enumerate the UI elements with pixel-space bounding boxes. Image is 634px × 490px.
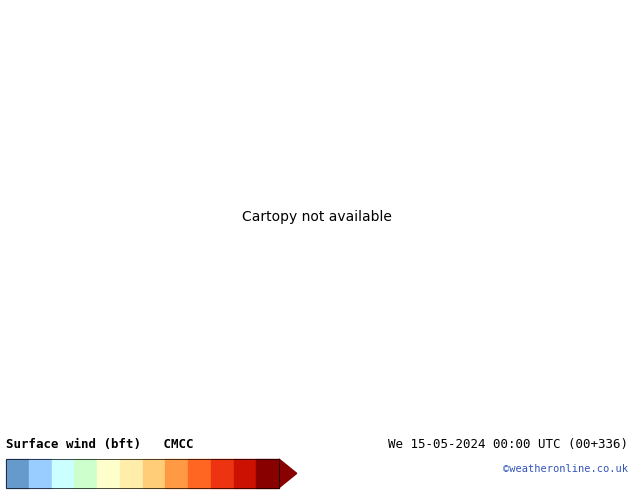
Text: ©weatheronline.co.uk: ©weatheronline.co.uk (503, 464, 628, 474)
Bar (143, 459, 165, 488)
Bar (6, 459, 29, 488)
Bar (210, 459, 233, 488)
Bar (256, 459, 279, 488)
Bar (6, 459, 279, 488)
Bar (120, 459, 143, 488)
Bar (75, 459, 97, 488)
Bar (97, 459, 120, 488)
Bar (188, 459, 210, 488)
Bar (29, 459, 52, 488)
Bar (165, 459, 188, 488)
Bar (52, 459, 74, 488)
Bar (233, 459, 256, 488)
Text: Surface wind (bft)   CMCC: Surface wind (bft) CMCC (6, 438, 194, 451)
Text: Cartopy not available: Cartopy not available (242, 210, 392, 224)
Polygon shape (279, 459, 297, 488)
Text: We 15-05-2024 00:00 UTC (00+336): We 15-05-2024 00:00 UTC (00+336) (387, 438, 628, 451)
